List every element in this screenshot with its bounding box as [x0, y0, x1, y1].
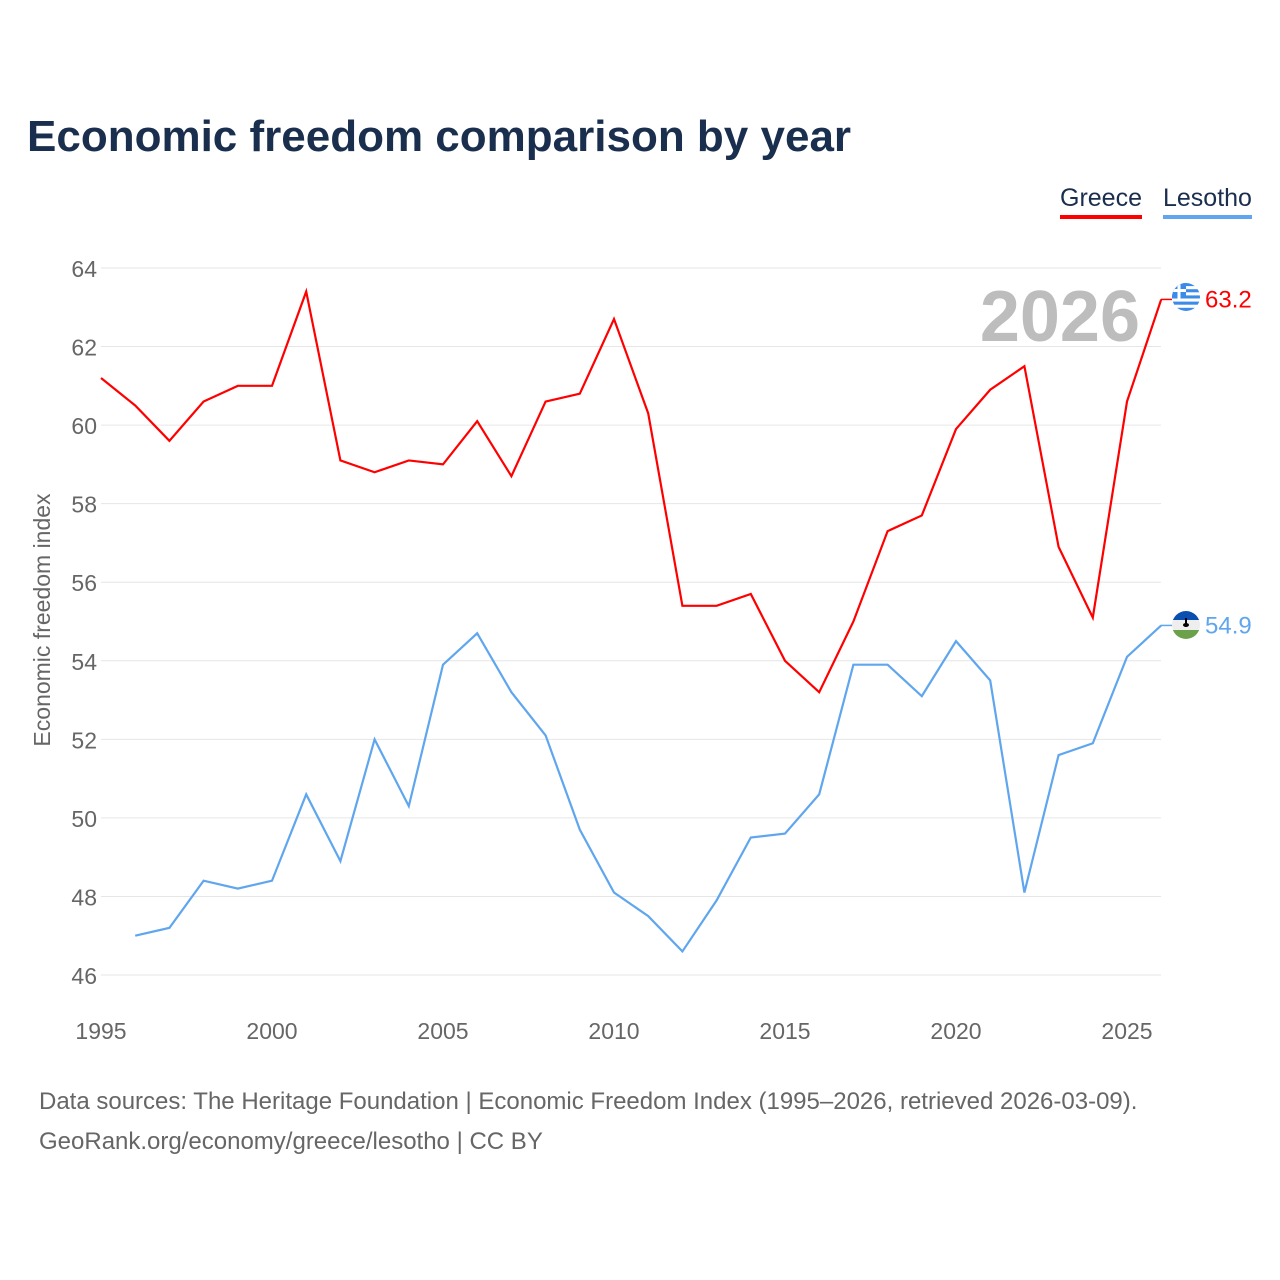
x-tick-label: 2005 [417, 1018, 468, 1044]
x-tick-label: 2015 [759, 1018, 810, 1044]
source-line-1: Data sources: The Heritage Foundation | … [39, 1088, 1138, 1115]
legend-greece[interactable]: Greece [1060, 184, 1142, 219]
y-tick-label: 46 [71, 963, 97, 989]
y-tick-label: 64 [71, 256, 97, 282]
y-tick-label: 60 [71, 413, 97, 439]
x-tick-label: 2000 [246, 1018, 297, 1044]
y-tick-label: 54 [71, 649, 97, 675]
greece-flag-icon [1172, 283, 1200, 311]
greece-end-label: 63.2 [1205, 286, 1252, 313]
lesotho-flag-icon [1172, 611, 1200, 639]
chart-title: Economic freedom comparison by year [27, 112, 852, 161]
y-tick-label: 50 [71, 806, 97, 832]
greece-line [100, 287, 1163, 695]
legend-lesotho[interactable]: Lesotho [1163, 184, 1252, 219]
y-tick-label: 52 [71, 727, 97, 753]
y-axis-label: Economic freedom index [29, 493, 55, 747]
lesotho-end-label: 54.9 [1205, 612, 1252, 639]
source-line-2[interactable]: GeoRank.org/economy/greece/lesotho | CC … [39, 1128, 543, 1155]
x-tick-label: 2020 [930, 1018, 981, 1044]
y-tick-label: 48 [71, 884, 97, 910]
year-watermark: 2026 [980, 277, 1140, 357]
lesotho-line [134, 624, 1162, 954]
x-tick-label: 2025 [1101, 1018, 1152, 1044]
x-tick-label: 1995 [75, 1018, 126, 1044]
y-tick-label: 58 [71, 492, 97, 518]
y-tick-label: 62 [71, 335, 97, 361]
x-tick-label: 2010 [588, 1018, 639, 1044]
y-tick-label: 56 [71, 570, 97, 596]
